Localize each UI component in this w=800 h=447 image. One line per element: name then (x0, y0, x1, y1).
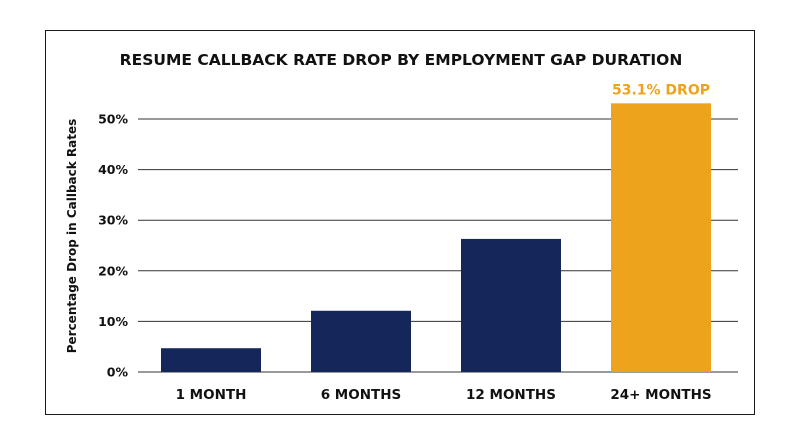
bar-24-months (611, 103, 711, 373)
bar-12-months (461, 238, 561, 372)
bars (161, 103, 711, 373)
bar-6-months (311, 310, 411, 372)
bar-1-month (161, 348, 261, 372)
x-tick-label: 6 MONTHS (321, 387, 402, 403)
y-tick-label: 30% (98, 213, 128, 228)
x-tick-label: 24+ MONTHS (610, 387, 711, 403)
bar-chart: 0% 10% 20% 30% 40% 50% 1 MONTH 6 MONTHS 12 MONTH… (65, 51, 738, 403)
bar-annotation: 53.1% DROP (612, 82, 710, 98)
y-tick-label: 10% (98, 314, 128, 329)
y-tick-label: 0% (107, 365, 129, 380)
y-tick-label: 50% (98, 112, 128, 127)
chart-title: RESUME CALLBACK RATE DROP BY EMPLOYMENT … (120, 51, 683, 69)
y-tick-label: 40% (98, 162, 128, 177)
x-tick-label: 12 MONTHS (466, 387, 556, 403)
y-axis-label: Percentage Drop in Callback Rates (65, 119, 79, 354)
chart-frame: 0% 10% 20% 30% 40% 50% 1 MONTH 6 MONTHS 12 MONTH… (45, 30, 755, 415)
labels: 0% 10% 20% 30% 40% 50% 1 MONTH 6 MONTHS 12 MONTH… (98, 82, 712, 403)
y-tick-label: 20% (98, 263, 128, 278)
x-tick-label: 1 MONTH (176, 387, 247, 403)
